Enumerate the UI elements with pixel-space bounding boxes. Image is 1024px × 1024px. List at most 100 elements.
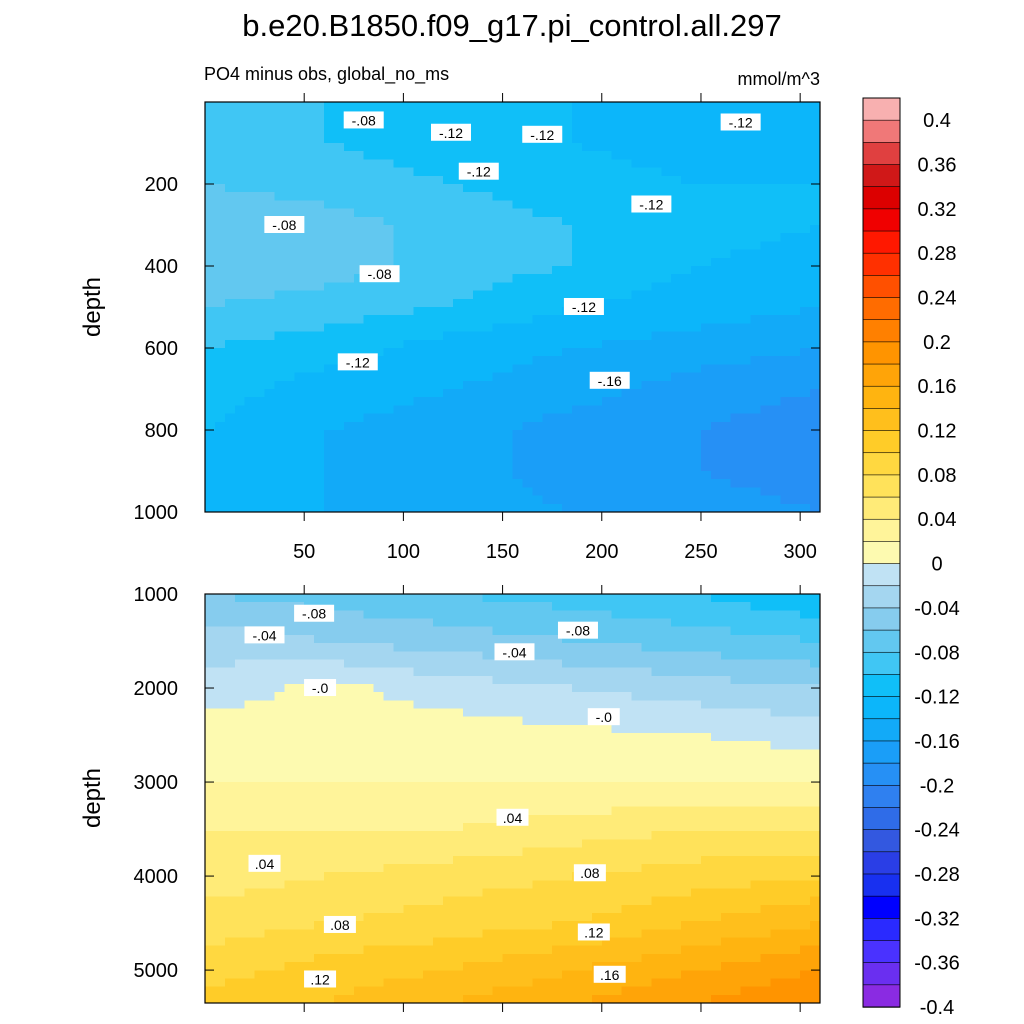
top-field-cell bbox=[601, 208, 613, 218]
top-field-cell bbox=[413, 307, 424, 316]
top-field-cell bbox=[284, 266, 295, 275]
bottom-field-cell bbox=[502, 708, 514, 718]
top-field-cell bbox=[314, 430, 325, 439]
bottom-field-cell bbox=[562, 610, 573, 620]
bottom-field-cell bbox=[661, 823, 672, 832]
top-field-cell bbox=[522, 298, 533, 308]
top-field-cell bbox=[264, 110, 276, 119]
top-field-cell bbox=[333, 380, 345, 390]
top-field-cell bbox=[770, 364, 781, 374]
top-field-cell bbox=[720, 315, 732, 324]
top-field-cell bbox=[353, 389, 365, 398]
top-field-cell bbox=[274, 339, 285, 349]
top-field-cell bbox=[691, 208, 702, 218]
top-field-cell bbox=[800, 167, 811, 177]
bottom-field-cell bbox=[681, 643, 692, 652]
top-field-cell bbox=[492, 233, 504, 242]
top-field-cell bbox=[492, 421, 504, 431]
top-field-cell bbox=[492, 389, 504, 398]
top-field-cell bbox=[710, 446, 722, 456]
top-field-cell bbox=[532, 397, 543, 406]
top-field-cell bbox=[720, 364, 732, 374]
bottom-field-cell bbox=[373, 790, 385, 800]
bottom-field-cell bbox=[651, 602, 662, 611]
bottom-field-cell bbox=[492, 626, 504, 636]
bottom-field-cell bbox=[403, 765, 414, 775]
top-field-cell bbox=[214, 315, 226, 324]
bottom-field-cell bbox=[214, 643, 226, 652]
bottom-field-cell bbox=[740, 741, 752, 751]
bottom-field-cell bbox=[393, 814, 404, 824]
top-field-cell bbox=[284, 380, 295, 390]
bottom-field-cell bbox=[492, 757, 504, 767]
top-field-cell bbox=[254, 446, 266, 456]
top-field-cell bbox=[403, 421, 414, 431]
top-field-cell bbox=[353, 315, 365, 324]
bottom-field-cell bbox=[730, 798, 742, 808]
bottom-field-cell bbox=[393, 610, 404, 620]
bottom-field-cell bbox=[324, 831, 335, 840]
top-field-cell bbox=[621, 167, 633, 177]
top-field-cell bbox=[700, 397, 712, 406]
top-field-cell bbox=[591, 282, 603, 292]
bottom-field-cell bbox=[780, 749, 791, 759]
top-field-cell bbox=[730, 315, 742, 324]
top-field-cell bbox=[641, 184, 652, 193]
bottom-field-cell bbox=[472, 634, 484, 644]
bottom-field-cell bbox=[512, 594, 524, 603]
bottom-field-cell bbox=[383, 634, 395, 644]
top-field-cell bbox=[343, 323, 355, 333]
top-field-cell bbox=[264, 339, 276, 349]
bottom-field-cell bbox=[542, 675, 553, 685]
top-field-cell bbox=[621, 397, 633, 406]
top-field-cell bbox=[651, 184, 662, 193]
bottom-field-cell bbox=[621, 806, 633, 816]
top-field-cell bbox=[244, 413, 256, 423]
bottom-field-cell bbox=[681, 716, 692, 726]
top-field-cell bbox=[572, 241, 583, 251]
top-field-cell bbox=[244, 503, 256, 513]
top-field-cell bbox=[224, 430, 236, 439]
top-field-cell bbox=[383, 307, 395, 316]
bottom-field-cell bbox=[730, 773, 742, 783]
top-field-cell bbox=[294, 331, 305, 341]
bottom-field-cell bbox=[234, 782, 246, 791]
top-field-cell bbox=[611, 282, 623, 292]
top-field-cell bbox=[542, 249, 553, 259]
top-field-cell bbox=[294, 503, 305, 513]
bottom-field-cell bbox=[304, 708, 315, 718]
bottom-field-cell bbox=[314, 733, 325, 742]
bottom-field-cell bbox=[264, 659, 276, 669]
bottom-field-cell bbox=[532, 733, 543, 742]
top-field-cell bbox=[393, 233, 404, 242]
bottom-field-cell bbox=[770, 741, 781, 751]
top-field-cell bbox=[294, 364, 305, 374]
bottom-field-cell bbox=[472, 610, 484, 620]
top-field-cell bbox=[710, 430, 722, 439]
top-field-cell bbox=[591, 241, 603, 251]
bottom-field-cell bbox=[601, 790, 613, 800]
bottom-field-cell bbox=[234, 823, 246, 832]
top-field-cell bbox=[452, 151, 464, 160]
bottom-field-cell bbox=[462, 733, 474, 742]
top-panel-subtitle: PO4 minus obs, global_no_ms bbox=[204, 64, 449, 85]
bottom-field-cell bbox=[621, 602, 633, 611]
top-field-cell bbox=[452, 331, 464, 341]
top-field-cell bbox=[333, 282, 345, 292]
top-field-cell bbox=[512, 413, 524, 423]
bottom-field-cell bbox=[452, 724, 464, 734]
top-field-cell bbox=[631, 372, 643, 382]
bottom-field-cell bbox=[661, 643, 672, 652]
bottom-field-cell bbox=[611, 823, 623, 832]
top-field-cell bbox=[244, 364, 256, 374]
top-field-cell bbox=[651, 372, 662, 382]
top-field-cell bbox=[601, 274, 613, 283]
top-field-cell bbox=[205, 372, 216, 382]
top-field-cell bbox=[502, 249, 514, 259]
top-field-cell bbox=[720, 372, 732, 382]
top-field-cell bbox=[512, 495, 524, 505]
top-field-cell bbox=[274, 102, 285, 111]
top-field-cell bbox=[482, 413, 494, 423]
bottom-field-cell bbox=[740, 594, 752, 603]
top-field-cell bbox=[581, 372, 593, 382]
